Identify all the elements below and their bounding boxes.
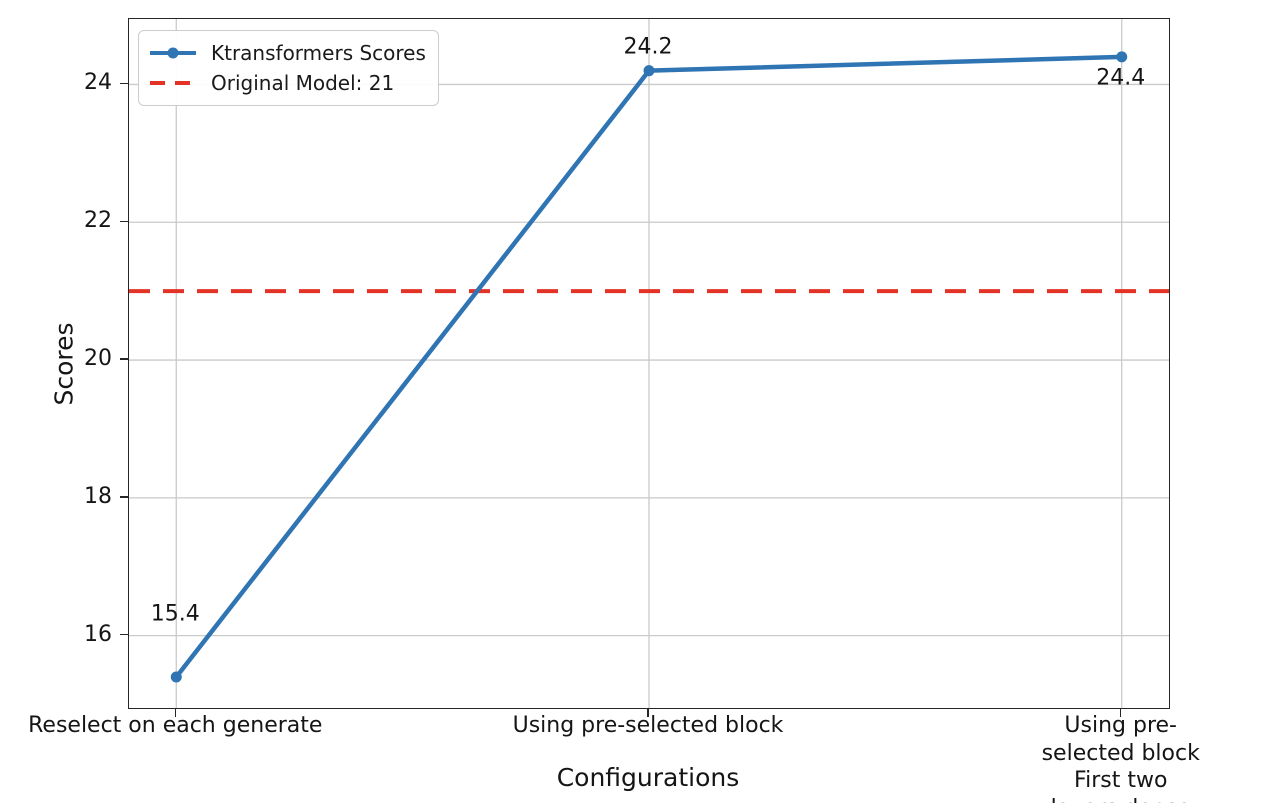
y-tick-label: 24: [84, 70, 112, 96]
y-tick-mark: [120, 220, 128, 222]
x-tick-label: Using pre-selected block: [512, 713, 784, 738]
y-tick-mark: [120, 82, 128, 85]
x-tick-mark: [174, 708, 177, 717]
data-point-marker: [1116, 51, 1128, 63]
legend-item-original-model: Original Model: 21: [149, 68, 426, 98]
legend-label-series: Ktransformers Scores: [211, 41, 426, 65]
dashed-line-swatch-icon: [150, 81, 196, 85]
x-tick-label: Using pre-selected block First two layer…: [1041, 713, 1200, 803]
x-tick-label: Reselect on each generate: [28, 713, 323, 738]
data-point-label: 24.2: [623, 34, 673, 60]
data-point-label: 24.4: [1096, 65, 1146, 91]
data-point-label: 15.4: [150, 601, 200, 627]
line-marker-swatch-icon: [150, 47, 196, 59]
y-tick-mark: [120, 633, 128, 636]
plot-area: Ktransformers Scores Original Model: 21: [128, 18, 1170, 709]
y-tick-mark: [120, 358, 128, 360]
data-point-marker: [643, 65, 655, 77]
y-tick-mark: [120, 496, 128, 498]
y-tick-label: 16: [84, 621, 112, 647]
legend-item-ktransformers-scores: Ktransformers Scores: [149, 38, 426, 68]
x-axis-title: Configurations: [556, 763, 740, 792]
y-tick-label: 20: [84, 346, 112, 372]
y-tick-label: 22: [84, 208, 112, 234]
x-tick-mark: [647, 708, 649, 717]
data-point-marker: [170, 671, 182, 683]
legend-label-reference: Original Model: 21: [211, 71, 395, 95]
plot-canvas: [129, 19, 1169, 708]
plot-svg: [129, 19, 1169, 708]
legend: Ktransformers Scores Original Model: 21: [138, 30, 439, 106]
y-tick-label: 18: [84, 483, 112, 509]
x-tick-mark: [1119, 708, 1122, 717]
